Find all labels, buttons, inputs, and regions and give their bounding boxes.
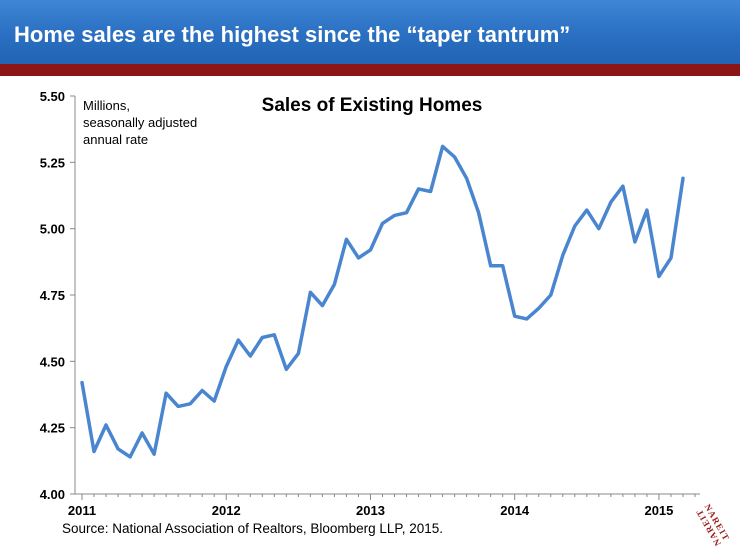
data-point [345,238,348,241]
data-point [140,431,144,435]
chart-axes [74,96,700,495]
y-tick-label: 5.00 [40,222,65,237]
page-title: Home sales are the highest since the “ta… [14,22,571,47]
data-point [128,455,132,459]
data-point [525,317,528,321]
nareit-logo: NAREIT NAREIT [694,502,732,548]
data-point [621,185,625,188]
x-tick-label: 2012 [212,503,241,518]
unit-note-line-1: Millions, [83,98,130,113]
data-point [393,214,396,217]
data-point [297,352,300,355]
data-point [189,402,192,405]
y-tick-label: 4.25 [40,421,65,436]
data-point [225,365,228,368]
data-point [237,338,240,342]
y-tick-label: 4.75 [40,288,65,303]
chart-title: Sales of Existing Homes [262,95,483,116]
y-tick-label: 5.50 [40,89,65,104]
y-tick-label: 5.25 [40,155,65,170]
data-point [164,392,168,395]
data-point [249,354,252,358]
x-tick-label: 2011 [68,503,96,518]
header-stripe [0,64,740,76]
y-tick-label: 4.00 [40,487,65,502]
data-point [501,264,504,267]
data-point [441,145,444,148]
x-tick-label: 2014 [500,503,530,518]
data-point [261,336,264,339]
data-point [465,177,468,180]
data-point [477,211,480,214]
data-point [333,283,336,286]
source-note: Source: National Association of Realtors… [62,521,443,536]
data-point [213,399,216,403]
data-point [273,333,276,336]
data-point [405,211,408,214]
data-point [152,453,156,456]
data-point [669,256,673,260]
chart-ticks: 4.00 4.25 4.50 4.75 5.00 5.25 5.50 2011 2012 2013… [40,89,696,518]
x-tick-label: 2015 [644,503,673,518]
y-tick-label: 4.50 [40,354,65,369]
data-point [429,190,432,193]
data-point [537,307,540,310]
x-tick-label: 2013 [356,503,385,518]
data-point [177,405,180,408]
data-point [104,423,108,427]
data-point [381,222,384,225]
data-point [657,275,661,278]
data-point [201,389,204,392]
data-point [561,254,564,257]
data-point [489,264,492,267]
chart-series [80,144,685,459]
data-point [633,240,637,244]
data-point [357,256,360,260]
header-banner: Home sales are the highest since the “ta… [0,0,740,64]
data-point [573,224,576,228]
data-point [285,368,288,371]
data-point [585,208,588,212]
data-point [645,208,649,212]
data-point [513,315,516,318]
data-point [681,177,685,180]
data-point [309,291,312,294]
data-point [92,450,96,453]
data-point [116,447,120,451]
data-point [549,293,552,297]
data-point [609,200,613,204]
data-point [369,248,372,252]
data-point [597,227,600,230]
data-point [80,381,84,384]
series-line [80,144,685,459]
line-chart: 4.00 4.25 4.50 4.75 5.00 5.25 5.50 2011 2012 2013… [40,89,700,518]
data-point [417,187,420,191]
data-point [453,155,456,159]
data-point [321,304,324,307]
unit-note-line-3: annual rate [83,132,148,147]
unit-note-line-2: seasonally adjusted [83,115,197,130]
